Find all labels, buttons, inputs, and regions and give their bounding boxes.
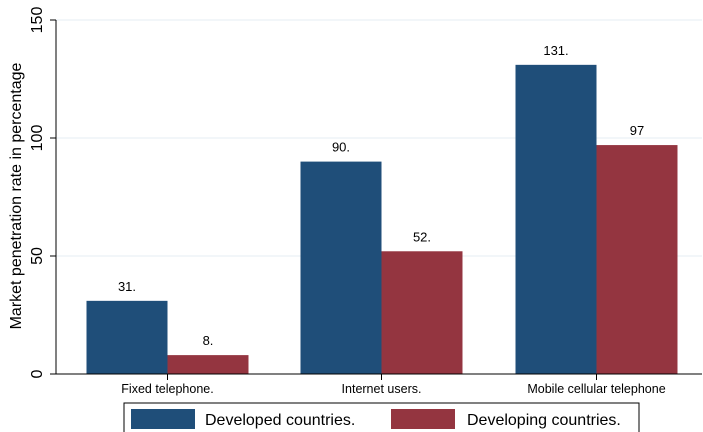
x-category-label: Internet users. [342, 382, 422, 396]
axes-group [55, 20, 702, 375]
legend-swatch [391, 409, 455, 429]
legend-label: Developing countries. [467, 412, 621, 429]
y-tick-label: 100 [29, 125, 46, 152]
bar [86, 300, 168, 374]
legend-label: Developed countries. [205, 412, 355, 429]
x-ticks-group: Fixed telephone. Internet users. Mobile ce… [121, 374, 666, 396]
bar-value-label: 31. [118, 279, 136, 294]
bar-value-label: 97 [630, 123, 644, 138]
bar-value-label: 8. [203, 333, 214, 348]
bar-labels-group: 31. 8. 90. 52. 131. 97 [118, 43, 644, 348]
x-category-label: Fixed telephone. [121, 382, 213, 396]
bar [596, 145, 678, 374]
bar [381, 251, 463, 374]
bar-value-label: 131. [543, 43, 568, 58]
bar-value-label: 90. [332, 140, 350, 155]
bar [300, 161, 382, 374]
x-category-label: Mobile cellular telephone [527, 382, 665, 396]
y-tick-label: 150 [29, 7, 46, 34]
bars-group [86, 64, 678, 374]
bar [167, 355, 249, 374]
legend-box [123, 402, 640, 432]
bar-value-label: 52. [413, 229, 431, 244]
y-tick-label: 0 [29, 369, 46, 378]
bar [515, 64, 597, 374]
legend-swatch [131, 409, 195, 429]
y-ticks-group: 0 50 100 150 [29, 7, 56, 378]
y-tick-label: 50 [29, 247, 46, 265]
y-axis-title: Market penetration rate in percentage [8, 62, 25, 329]
legend: Developed countries. Developing countries… [123, 402, 640, 432]
